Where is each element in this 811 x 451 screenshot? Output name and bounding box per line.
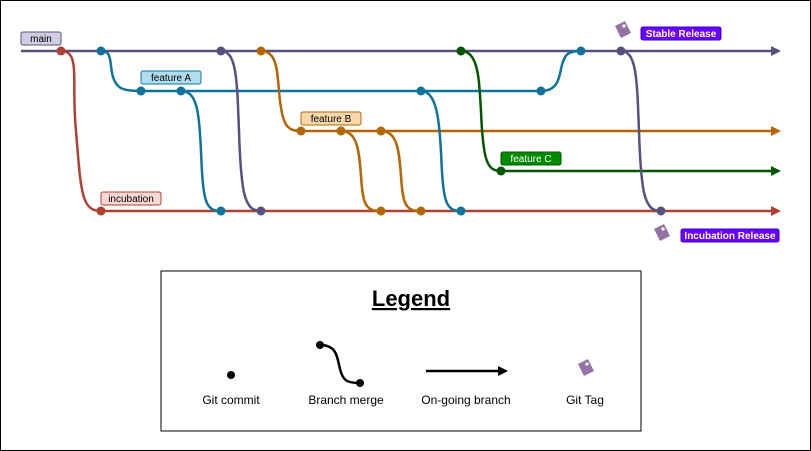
branch-label-incubation-text: incubation [108,194,154,205]
feature-c-branch-off [460,49,502,173]
legend-merge-label: Branch merge [308,393,384,407]
commit-dot [256,46,266,56]
main-merge-incubation-1 [220,49,262,213]
commit-dot [576,46,586,56]
legend-commit-dot [227,371,235,379]
commit-dot [456,46,466,56]
feature-a-branch-off [100,49,142,93]
incubation-release-tag: Incubation Release [654,224,780,243]
commit-dot [136,86,146,96]
commit-dot [336,126,346,136]
stable-release-tag: Stable Release [615,21,722,41]
incubation-release-tag-text: Incubation Release [684,231,776,242]
commit-dot [96,46,106,56]
commit-dot [216,206,226,216]
commit-dot [376,206,386,216]
branch-label-main-text: main [30,34,52,45]
feature-a-merge-main [540,49,582,93]
commit-dot [176,86,186,96]
commits [56,46,666,216]
legend-merge-dot [356,379,364,387]
commit-dot [96,206,106,216]
commit-dot [216,46,226,56]
main-merge-incubation-2 [620,49,662,213]
branch-label-incubation: incubation [100,191,162,206]
legend-merge-curve [319,343,361,385]
branch-label-feature-a-text: feature A [151,73,191,84]
commit-dot [656,206,666,216]
feature-a-merge-incubation-2 [420,89,462,213]
legend-commit-label: Git commit [202,393,260,407]
commit-dot [616,46,626,56]
legend-title: Legend [372,286,450,311]
feature-a-merge-incubation-1 [180,89,222,213]
branch-label-feature-b-text: feature B [311,114,352,125]
branch-label-feature-b: feature B [300,111,362,126]
legend: Legend Git commit Branch merge On-going … [160,270,642,432]
legend-tag-label: Git Tag [566,393,604,407]
incubation-branch-off [60,49,102,213]
commit-dot [376,126,386,136]
commit-dot [416,206,426,216]
commit-dot [296,126,306,136]
commit-dot [496,166,506,176]
branch-label-feature-c: feature C [500,151,562,166]
legend-box [160,270,642,432]
stable-release-tag-text: Stable Release [646,29,717,40]
commit-dot [536,86,546,96]
commit-dot [56,46,66,56]
legend-merge-dot [316,341,324,349]
branch-label-feature-a: feature A [140,70,202,85]
tag-icon [615,21,631,38]
branch-label-main: main [20,31,62,46]
legend-ongoing-label: On-going branch [421,393,510,407]
feature-b-merge-incubation-2 [380,129,422,213]
feature-b-merge-incubation-1 [340,129,382,213]
commit-dot [456,206,466,216]
tag-icon [654,224,670,241]
branch-label-feature-c-text: feature C [510,154,551,165]
feature-b-branch-off [260,49,302,133]
commit-dot [416,86,426,96]
commit-dot [256,206,266,216]
